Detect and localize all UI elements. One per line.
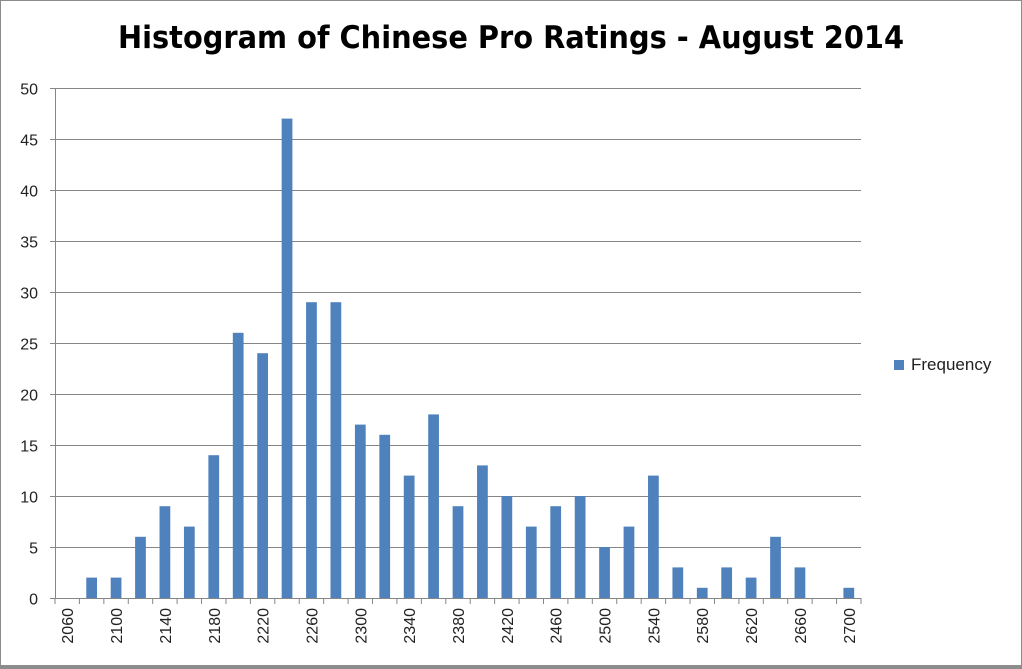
x-tick-label: 2620 xyxy=(744,608,761,644)
y-tick-label: 40 xyxy=(20,184,38,201)
bar-2240 xyxy=(281,118,293,598)
x-tick-label: 2100 xyxy=(109,608,126,644)
bar-2400 xyxy=(477,465,488,598)
bar-2460 xyxy=(550,506,562,598)
bar-2580 xyxy=(696,587,708,598)
bar-2160 xyxy=(183,526,195,598)
y-tick-label: 25 xyxy=(20,337,38,354)
x-tick-label: 2220 xyxy=(256,608,273,644)
y-tick-label: 20 xyxy=(20,388,38,405)
x-tick-label: 2540 xyxy=(646,608,663,644)
bar-2080 xyxy=(86,577,98,598)
y-tick-label: 50 xyxy=(20,82,38,99)
bar-2340 xyxy=(403,475,415,598)
bar-2520 xyxy=(623,526,635,598)
bar-2640 xyxy=(770,536,781,598)
bar-2380 xyxy=(452,506,464,598)
legend: Frequency xyxy=(894,355,991,375)
x-tick-label: 2660 xyxy=(793,608,810,644)
x-tick-label: 2140 xyxy=(158,608,175,644)
bar-2120 xyxy=(135,536,146,598)
bar-2560 xyxy=(672,567,684,598)
x-tick-label: 2380 xyxy=(451,608,468,644)
y-tick-label: 35 xyxy=(20,235,38,252)
bar-2620 xyxy=(745,577,757,598)
y-tick-label: 0 xyxy=(29,592,38,609)
x-tick-label: 2500 xyxy=(598,608,615,644)
y-tick-label: 45 xyxy=(20,133,38,150)
bar-2200 xyxy=(232,332,244,598)
bar-2540 xyxy=(648,475,659,598)
bar-2700 xyxy=(843,587,855,598)
bar-2660 xyxy=(794,567,806,598)
bar-2440 xyxy=(525,526,537,598)
legend-label-frequency: Frequency xyxy=(911,355,992,374)
x-tick-label: 2460 xyxy=(549,608,566,644)
x-tick-label: 2340 xyxy=(402,608,419,644)
x-tick-label: 2060 xyxy=(60,608,77,644)
bar-2180 xyxy=(208,455,220,598)
bar-2280 xyxy=(330,302,342,598)
bar-2100 xyxy=(110,577,122,598)
legend-swatch-frequency xyxy=(894,360,904,370)
x-tick-label: 2260 xyxy=(304,608,321,644)
bar-2600 xyxy=(721,567,733,598)
y-tick-label: 5 xyxy=(29,541,38,558)
x-tick-label: 2300 xyxy=(353,608,370,644)
chart-title: Histogram of Chinese Pro Ratings - Augus… xyxy=(117,20,905,56)
x-tick-label: 2700 xyxy=(842,608,859,644)
bar-2480 xyxy=(574,496,586,598)
bar-2300 xyxy=(354,424,366,598)
y-tick-label: 10 xyxy=(20,490,38,507)
x-tick-label: 2580 xyxy=(695,608,712,644)
bar-2420 xyxy=(501,496,513,598)
bar-2260 xyxy=(306,302,317,598)
y-tick-label: 30 xyxy=(20,286,38,303)
bar-2360 xyxy=(428,414,439,598)
bar-2320 xyxy=(379,434,391,598)
bar-2140 xyxy=(159,506,171,598)
bar-2220 xyxy=(257,353,268,598)
bar-2500 xyxy=(599,547,610,598)
y-tick-label: 15 xyxy=(20,439,38,456)
x-tick-label: 2420 xyxy=(500,608,517,644)
x-tick-label: 2180 xyxy=(207,608,224,644)
